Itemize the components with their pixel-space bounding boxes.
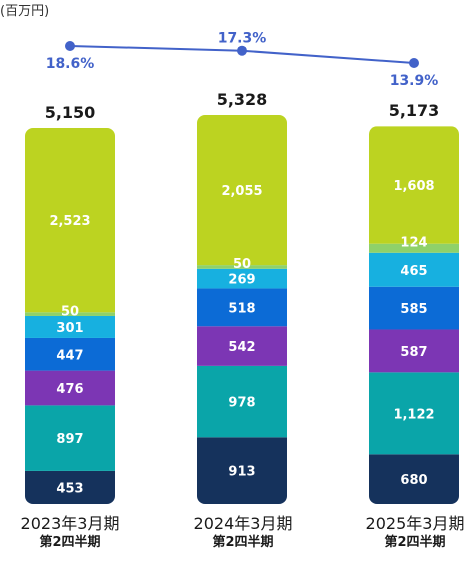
category-year-1: 2024年3月期 xyxy=(193,514,293,533)
bar-segment-1-0 xyxy=(197,437,287,504)
bar-segment-0-1 xyxy=(25,405,115,471)
category-year-0: 2023年3月期 xyxy=(20,514,120,533)
segment-label-0-5: 50 xyxy=(61,304,79,319)
segment-label-0-1: 897 xyxy=(56,432,83,447)
segment-label-0-6: 2,523 xyxy=(49,214,90,229)
percent-label-2: 13.9% xyxy=(390,73,439,89)
segment-label-2-6: 1,608 xyxy=(393,179,434,194)
category-label-0: 2023年3月期 第2四半期 xyxy=(0,514,150,552)
segment-label-0-2: 476 xyxy=(56,382,83,397)
percent-label-1: 17.3% xyxy=(218,31,267,47)
segment-label-2-1: 1,122 xyxy=(393,407,434,422)
bar-segment-0-5 xyxy=(25,312,115,316)
percent-point-2 xyxy=(409,58,419,68)
total-label-2: 5,173 xyxy=(389,101,440,120)
total-label-0: 5,150 xyxy=(45,103,96,122)
bar-segment-2-6 xyxy=(369,126,459,244)
unit-label: (百万円) xyxy=(0,4,50,19)
bar-segment-0-3 xyxy=(25,337,115,371)
bar-segment-0-6 xyxy=(25,128,115,313)
category-quarter-2: 第2四半期 xyxy=(384,535,446,550)
segment-label-1-1: 978 xyxy=(228,396,255,411)
percent-point-0 xyxy=(65,41,75,51)
bar-segment-2-2 xyxy=(369,329,459,373)
segment-label-1-6: 2,055 xyxy=(221,184,262,199)
segment-label-1-2: 542 xyxy=(228,340,255,355)
percent-label-0: 18.6% xyxy=(46,56,95,72)
percent-point-1 xyxy=(237,45,247,56)
bar-segment-1-1 xyxy=(197,365,287,438)
bar-group-0 xyxy=(25,128,115,504)
category-quarter-1: 第2四半期 xyxy=(212,535,274,550)
bar-segment-1-6 xyxy=(197,115,287,266)
segment-label-2-5: 124 xyxy=(400,236,427,251)
segment-label-1-3: 518 xyxy=(228,301,255,316)
bar-segment-0-4 xyxy=(25,315,115,338)
bar-segment-2-0 xyxy=(369,454,459,504)
segment-label-2-3: 585 xyxy=(400,302,427,317)
bar-segment-0-2 xyxy=(25,370,115,406)
bar-segment-2-1 xyxy=(369,372,459,455)
bar-segment-1-3 xyxy=(197,288,287,327)
category-quarter-0: 第2四半期 xyxy=(39,535,101,550)
bar-segment-1-5 xyxy=(197,265,287,269)
segment-label-1-0: 913 xyxy=(228,465,255,480)
segment-label-2-0: 680 xyxy=(400,473,427,488)
category-year-2: 2025年3月期 xyxy=(365,514,465,533)
segment-label-0-3: 447 xyxy=(56,348,83,363)
bar-segment-2-4 xyxy=(369,252,459,287)
bar-group-1 xyxy=(197,115,287,504)
segment-label-1-4: 269 xyxy=(228,273,255,288)
segment-label-0-4: 301 xyxy=(56,321,83,336)
category-label-2: 2025年3月期 第2四半期 xyxy=(335,514,475,552)
total-label-1: 5,328 xyxy=(217,90,268,109)
segment-label-2-4: 465 xyxy=(400,264,427,279)
bar-segment-0-0 xyxy=(25,470,115,504)
segment-label-0-0: 453 xyxy=(56,481,83,496)
bar-segment-1-2 xyxy=(197,326,287,366)
bar-group-2 xyxy=(369,126,459,504)
segment-label-2-2: 587 xyxy=(400,345,427,360)
bar-segment-2-5 xyxy=(369,243,459,253)
segment-label-1-5: 50 xyxy=(233,257,251,272)
bar-segment-1-4 xyxy=(197,268,287,289)
category-label-1: 2024年3月期 第2四半期 xyxy=(163,514,323,552)
bar-segment-2-3 xyxy=(369,286,459,330)
